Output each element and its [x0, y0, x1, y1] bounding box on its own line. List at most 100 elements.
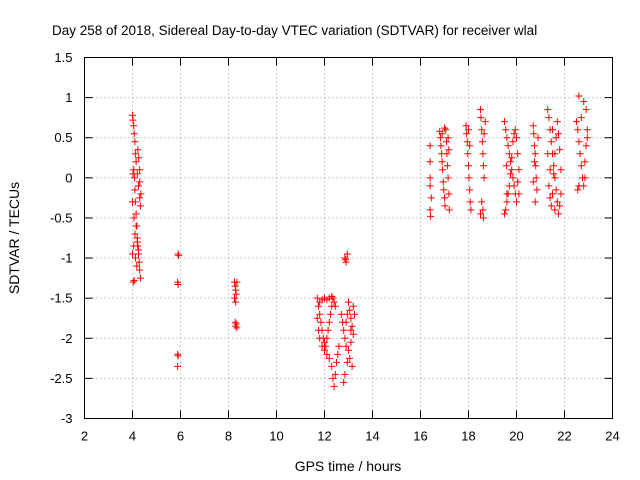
- data-point: [478, 138, 486, 146]
- data-point: [577, 114, 585, 122]
- data-point: [445, 146, 453, 154]
- data-point: [443, 162, 451, 170]
- data-point: [545, 114, 553, 122]
- data-point: [583, 126, 591, 134]
- data-point: [507, 170, 514, 178]
- data-point: [509, 174, 517, 182]
- y-tick-label: -1.5: [50, 291, 72, 306]
- data-point: [515, 166, 523, 174]
- data-point: [313, 314, 321, 322]
- data-point: [575, 92, 583, 100]
- chart-title: Day 258 of 2018, Sidereal Day-to-day VTE…: [52, 23, 537, 38]
- data-point: [550, 162, 558, 170]
- data-point: [532, 162, 540, 170]
- data-point: [479, 214, 487, 222]
- data-point: [465, 174, 473, 182]
- data-point: [347, 338, 355, 346]
- data-point: [347, 314, 355, 322]
- data-point: [174, 362, 182, 370]
- data-point: [129, 278, 137, 286]
- data-point: [324, 326, 332, 334]
- data-point: [426, 158, 434, 166]
- data-point: [552, 186, 560, 194]
- data-point: [131, 186, 139, 194]
- data-point: [480, 174, 488, 182]
- data-point: [331, 370, 339, 378]
- data-point: [131, 254, 139, 262]
- data-point: [529, 122, 537, 130]
- data-point: [337, 310, 345, 318]
- data-point: [444, 134, 452, 142]
- data-point: [575, 138, 583, 146]
- data-point: [345, 346, 352, 354]
- data-point: [137, 190, 145, 198]
- data-point: [136, 194, 144, 202]
- x-tick-label: 10: [269, 429, 283, 444]
- data-point: [556, 202, 564, 210]
- data-points: [129, 92, 591, 390]
- data-point: [438, 158, 446, 166]
- data-point: [465, 162, 472, 170]
- data-point: [346, 306, 354, 314]
- data-point: [133, 262, 141, 270]
- data-point: [135, 258, 143, 266]
- data-point: [426, 174, 434, 182]
- data-point: [514, 178, 522, 186]
- data-point: [545, 182, 553, 190]
- data-point: [477, 106, 484, 114]
- data-point: [573, 118, 580, 126]
- x-tick-labels: 2 4 6 8 10 12 14 16 18 20 22 24: [81, 429, 620, 444]
- data-point: [346, 354, 354, 362]
- data-point: [529, 178, 537, 186]
- data-point: [442, 138, 450, 146]
- data-point: [549, 190, 556, 198]
- data-point: [550, 170, 558, 178]
- data-point: [135, 182, 142, 190]
- data-point: [503, 134, 511, 142]
- data-point: [341, 254, 349, 262]
- data-point: [546, 194, 554, 202]
- data-point: [318, 342, 326, 350]
- data-point: [174, 352, 182, 360]
- y-tick-label: 0.5: [54, 130, 72, 145]
- data-point: [479, 206, 487, 214]
- data-point: [233, 278, 241, 286]
- grid: [84, 57, 613, 419]
- data-point: [442, 126, 450, 134]
- data-point: [557, 190, 565, 198]
- data-point: [464, 150, 472, 158]
- data-point: [513, 198, 520, 206]
- data-point: [479, 150, 487, 158]
- data-point: [427, 194, 435, 202]
- data-point: [462, 122, 470, 130]
- data-point: [531, 142, 538, 150]
- data-point: [478, 126, 486, 134]
- data-point: [130, 242, 138, 250]
- data-point: [503, 198, 511, 206]
- data-point: [340, 326, 348, 334]
- x-tick-label: 24: [605, 429, 619, 444]
- data-point: [345, 298, 352, 306]
- data-point: [532, 174, 540, 182]
- data-point: [327, 310, 334, 318]
- data-point: [129, 198, 136, 206]
- data-point: [502, 206, 510, 214]
- data-point: [130, 174, 138, 182]
- data-point: [555, 130, 562, 138]
- data-point: [130, 130, 138, 138]
- data-point: [330, 382, 338, 390]
- data-point: [511, 126, 519, 134]
- data-point: [136, 166, 144, 174]
- data-point: [328, 293, 336, 301]
- data-point: [232, 290, 240, 298]
- data-point: [444, 174, 452, 182]
- data-point: [136, 274, 144, 282]
- data-point: [531, 150, 539, 158]
- data-point: [466, 142, 474, 150]
- data-point: [323, 350, 331, 358]
- data-point: [581, 158, 589, 166]
- data-point: [323, 334, 331, 342]
- x-tick-label: 2: [81, 429, 88, 444]
- data-point: [136, 266, 144, 274]
